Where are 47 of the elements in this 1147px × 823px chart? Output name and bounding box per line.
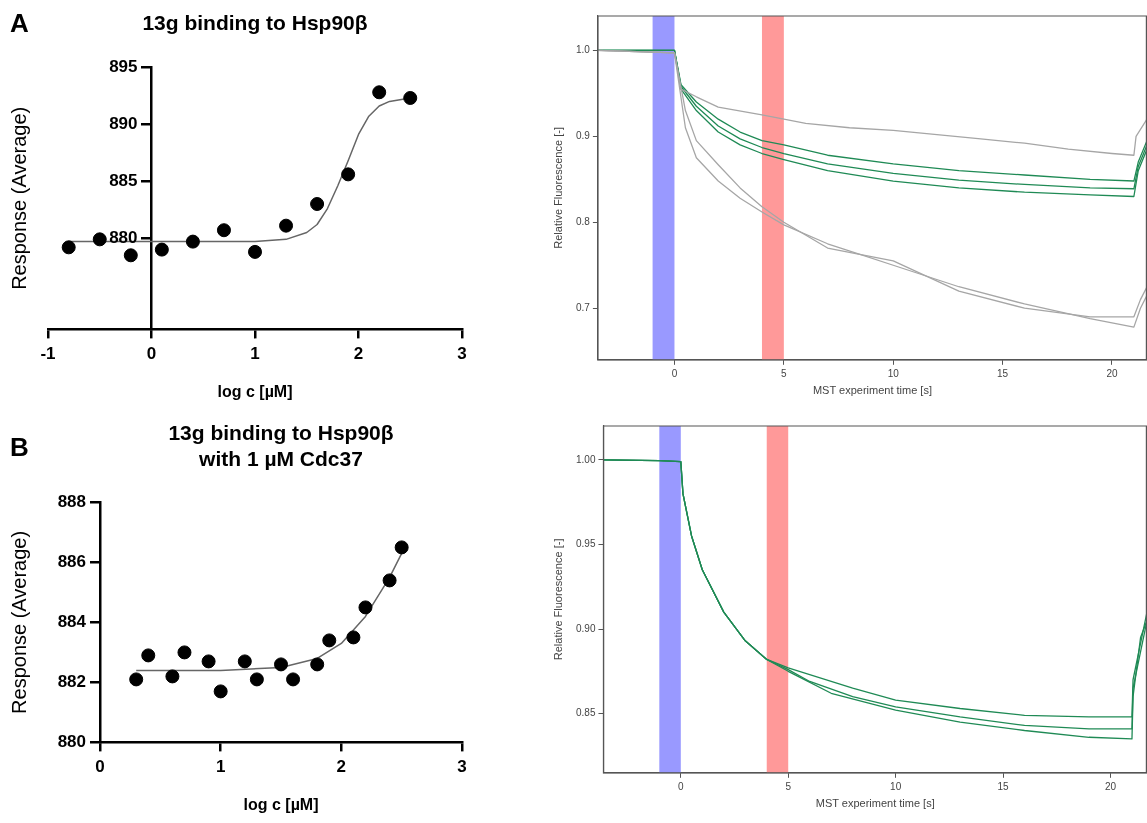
y-tick-label: 895	[109, 56, 138, 76]
y-tick-label: 0.95	[575, 538, 596, 550]
x-tick-label: 15	[997, 780, 1010, 792]
x-tick-label: 0	[146, 344, 157, 364]
x-tick-label: 3	[457, 344, 467, 364]
y-tick-label: 1.0	[576, 44, 591, 56]
x-axis-title: MST experiment time [s]	[812, 384, 932, 397]
x-tick-label: 20	[1104, 780, 1117, 792]
y-tick-label: 890	[109, 113, 138, 133]
x-tick-label: 0	[671, 367, 678, 379]
x-tick-label: -1	[40, 344, 56, 364]
chart-title: 13g binding to Hsp90β	[142, 11, 368, 35]
y-tick-label: 0.90	[575, 622, 596, 634]
x-tick-label: 0	[95, 757, 105, 777]
x-tick-label: 5	[781, 367, 788, 379]
x-tick-label: 10	[887, 367, 900, 379]
y-tick-label: 885	[109, 170, 138, 190]
y-tick-label: 0.85	[575, 707, 596, 719]
x-axis-title: log c [µM]	[217, 382, 293, 400]
x-tick-label: 2	[353, 344, 364, 364]
y-axis-title: Response (Average)	[7, 106, 30, 290]
x-axis-title: MST experiment time [s]	[815, 797, 935, 810]
y-axis-title: Relative Fluorescence [-]	[552, 538, 565, 661]
y-tick-label: 888	[57, 492, 86, 512]
y-axis-title: Relative Fluorescence [-]	[552, 127, 565, 249]
y-tick-label: 0.7	[576, 301, 591, 313]
x-tick-label: 2	[336, 757, 347, 777]
x-tick-label: 0	[678, 780, 685, 792]
x-tick-label: 3	[457, 757, 467, 777]
x-tick-label: 5	[785, 780, 792, 792]
x-tick-label: 10	[890, 780, 902, 792]
y-tick-label: 1.00	[575, 453, 596, 465]
text: B	[10, 432, 29, 463]
y-axis-title: Response (Average)	[7, 530, 30, 714]
y-tick-label: 0.8	[576, 216, 591, 228]
x-tick-label: 15	[997, 367, 1009, 379]
y-tick-label: 886	[57, 552, 86, 572]
y-tick-label: 880	[57, 732, 86, 752]
text: A	[10, 8, 29, 39]
y-tick-label: 884	[57, 612, 87, 632]
x-axis-title: log c [µM]	[243, 795, 319, 813]
x-tick-label: 1	[215, 757, 226, 777]
y-tick-label: 882	[57, 672, 86, 692]
y-tick-label: 0.9	[576, 130, 591, 142]
x-tick-label: 1	[250, 344, 260, 364]
x-tick-label: 20	[1106, 367, 1118, 379]
chart-title: 13g binding to Hsp90β with 1 µM Cdc37	[168, 421, 394, 470]
